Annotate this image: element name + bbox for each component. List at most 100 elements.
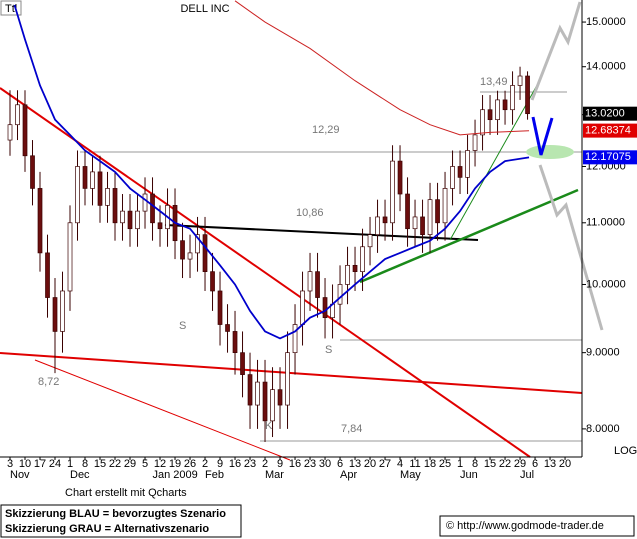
x-tick-label: 25 [439,458,451,470]
price-tag [583,106,637,121]
annotation: K [265,420,273,432]
x-tick-label: 15 [94,458,106,470]
x-tick-label: 12 [154,458,166,470]
x-tick-label: 29 [514,458,526,470]
y-tick-label: 8.0000 [586,423,620,435]
x-tick-label: 20 [364,458,376,470]
candle-body [22,104,28,157]
x-tick-label: 15 [484,458,496,470]
candle-body [345,264,350,285]
x-tick-label: 26 [184,458,196,470]
price-tag-label: 12.17075 [585,151,631,163]
candle-body [150,193,155,224]
moving-average [234,0,530,136]
x-tick-label: 11 [409,458,420,470]
x-tick-label: 23 [244,458,256,470]
x-tick-label: 1 [67,458,73,470]
candle-body [300,290,305,325]
annotation: 10,86 [296,207,324,219]
candle-body [480,109,485,136]
candle-body [435,199,440,224]
candle-body [7,124,13,141]
footer-note: Chart erstellt mit Qcharts [65,487,187,499]
candle-body [180,240,185,260]
candle-body [367,234,373,248]
x-tick-label: 6 [337,458,343,470]
legend-text: Skizzierung BLAU = bevorzugtes Szenario [5,508,226,520]
candle-body [187,252,193,260]
candle-body [15,104,20,126]
candle-body [127,210,133,230]
candle-body [397,160,403,195]
x-tick-label: 9 [217,458,223,470]
month-label: May [400,469,421,481]
candle-body [75,166,80,224]
candle-body [352,264,358,273]
candle-body [247,374,253,406]
candle-body [217,290,223,325]
candle-body [495,99,500,121]
candle-body [45,252,50,298]
candle-body [112,188,118,224]
price-tag [583,123,637,138]
x-tick-label: 23 [304,458,316,470]
annotation: 12,29 [312,124,340,136]
y-tick-label: 14.0000 [586,61,626,73]
candle-body [337,284,343,305]
month-label: Jun [460,469,478,481]
candle-body [457,166,463,178]
legend-box [0,504,242,538]
candle-body [382,216,388,224]
x-tick-label: 22 [499,458,511,470]
x-tick-label: 29 [124,458,136,470]
annotation: 13,49 [480,76,508,88]
candle-body [142,193,148,212]
candle-body [465,150,470,178]
source: © http://www.godmode-trader.de [446,520,604,532]
x-tick-label: 5 [142,458,148,470]
candle-body [322,297,328,319]
candle-body [405,193,410,230]
candle-body [90,171,95,189]
y-tick-label: 10.0000 [586,278,626,290]
trend-line [359,188,579,284]
scenario-gray [538,164,604,331]
candle-body [82,166,88,189]
scale-label: LOG [614,445,637,457]
trend-line [449,79,541,241]
drawings [0,1,604,461]
y-tick-label: 11.0000 [586,217,625,229]
month-label: Mar [265,469,284,481]
candle-body [472,134,478,151]
candle-body [525,75,530,115]
candle-body [292,324,298,354]
candle-body [307,271,313,292]
candle-body [52,297,58,332]
candle-body [120,210,125,224]
candle-body [412,216,418,230]
candle-body [487,109,493,121]
annotation: S [179,320,186,332]
x-tick-label: 18 [424,458,436,470]
x-tick-label: 3 [7,458,13,470]
candle-body [240,352,245,375]
candle-body [210,271,215,292]
trend-line [0,87,531,458]
month-label: Jan 2009 [153,469,198,481]
candle-body [105,188,110,206]
candle-body [315,271,320,298]
moving-average [13,4,530,340]
x-tick-label: 27 [379,458,391,470]
chart-title: DELL INC [180,3,229,15]
x-tick-label: 4 [397,458,403,470]
x-tick-label: 6 [532,458,538,470]
candle-body [67,222,73,292]
candle-body [30,155,35,189]
candle-body [420,216,425,236]
x-tick-label: 2 [202,458,208,470]
candle-body [277,389,283,406]
x-tick-label: 17 [34,458,46,470]
scenario-gray [530,1,582,101]
x-tick-label: 9 [277,458,283,470]
